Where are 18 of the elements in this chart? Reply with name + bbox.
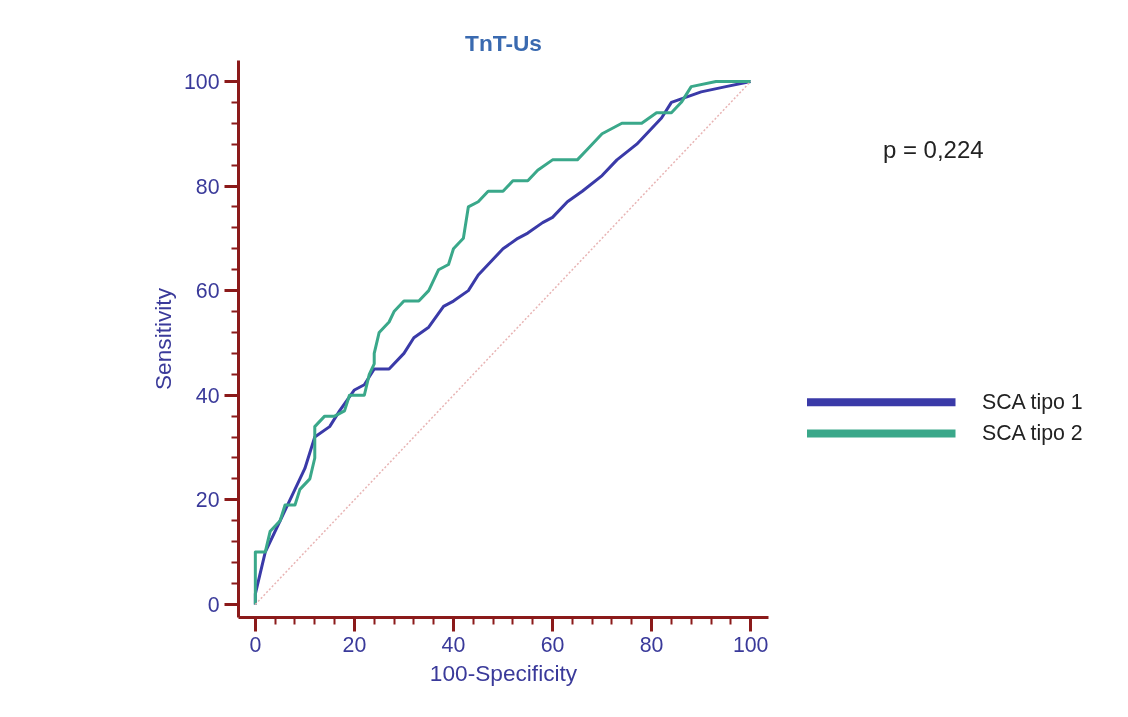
- y-tick-label: 80: [195, 174, 220, 199]
- x-tick-label: 20: [342, 632, 367, 657]
- x-tick-label: 60: [540, 632, 565, 657]
- x-tick-label: 80: [639, 632, 664, 657]
- y-tick-label: 0: [207, 592, 220, 617]
- x-axis-title: 100-Specificity: [429, 659, 578, 686]
- y-tick-label: 60: [195, 279, 220, 304]
- y-tick-label: 20: [195, 488, 220, 513]
- text: SCA tipo 2: [981, 421, 1083, 446]
- y-tick-label: 100: [183, 69, 220, 94]
- y-axis-title: Sensitivity: [149, 287, 176, 390]
- x-tick-label: 40: [441, 632, 466, 657]
- text: SCA tipo 1: [981, 390, 1083, 415]
- chart-title: TnT-Us: [465, 29, 542, 56]
- y-tick-label: 40: [195, 383, 220, 408]
- x-tick-label: 0: [249, 632, 262, 657]
- text: p = 0,224: [882, 136, 984, 164]
- x-tick-label: 100: [732, 632, 769, 657]
